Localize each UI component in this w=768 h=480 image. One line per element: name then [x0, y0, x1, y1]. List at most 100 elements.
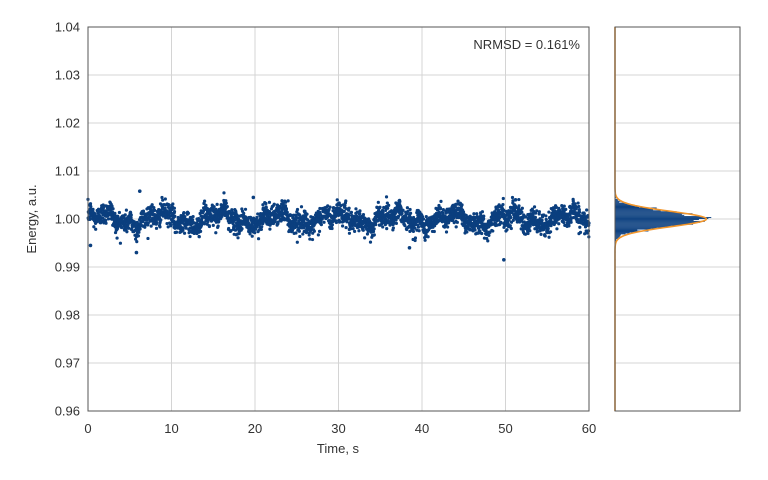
data-point	[354, 207, 358, 211]
data-point	[96, 207, 101, 211]
data-point	[498, 216, 502, 220]
data-point	[564, 207, 568, 211]
data-point	[342, 209, 346, 213]
x-tick-label: 30	[331, 421, 345, 436]
data-point	[127, 226, 131, 230]
x-tick-labels: 0 10 20 30 40 50 60	[84, 421, 596, 436]
data-point	[276, 220, 280, 224]
data-point	[286, 199, 290, 203]
data-point	[138, 227, 142, 231]
data-point	[272, 202, 276, 206]
data-point	[508, 224, 512, 228]
data-point	[482, 236, 487, 240]
data-point	[552, 216, 556, 220]
data-point	[345, 220, 349, 224]
data-point	[480, 210, 485, 214]
data-point	[305, 212, 309, 216]
data-point	[396, 214, 401, 218]
data-point	[455, 202, 459, 206]
data-point	[456, 199, 460, 203]
data-point	[513, 198, 518, 202]
data-point	[460, 203, 464, 207]
data-point	[350, 213, 354, 218]
data-point	[284, 200, 288, 204]
histogram-bar	[615, 218, 709, 219]
x-axis-label: Time, s	[317, 441, 360, 456]
data-point	[141, 209, 146, 213]
data-point	[242, 211, 246, 215]
data-point	[253, 231, 257, 235]
data-point	[540, 218, 544, 222]
data-point	[330, 223, 334, 227]
data-point	[264, 206, 268, 210]
histogram-frame	[614, 26, 741, 412]
data-point	[297, 229, 301, 233]
data-point	[482, 214, 486, 218]
data-point	[235, 214, 240, 218]
data-point	[403, 224, 407, 228]
histogram-bar	[615, 204, 634, 206]
histogram-bar	[615, 233, 626, 235]
data-point	[228, 210, 232, 215]
data-point	[363, 236, 367, 240]
data-point	[468, 228, 472, 232]
data-point	[416, 225, 421, 229]
data-point	[420, 215, 425, 219]
data-point	[113, 214, 117, 218]
data-point	[216, 224, 220, 228]
data-point	[182, 211, 186, 215]
data-point	[533, 215, 537, 219]
data-point	[407, 246, 412, 250]
histogram-bar	[615, 230, 649, 232]
data-point	[129, 216, 133, 220]
histogram-bar	[615, 209, 654, 211]
data-point	[284, 207, 289, 211]
data-point	[422, 217, 426, 221]
data-point	[160, 195, 164, 200]
histogram-bar	[615, 238, 618, 240]
histogram-bar	[615, 217, 712, 219]
data-point	[183, 215, 187, 219]
data-point	[274, 213, 279, 217]
data-point	[530, 207, 534, 211]
data-point	[305, 230, 309, 234]
data-point	[322, 220, 326, 224]
data-point	[578, 230, 583, 235]
data-point	[501, 196, 505, 201]
data-point	[502, 208, 506, 212]
data-point	[343, 203, 347, 208]
histogram-bar	[615, 232, 630, 234]
data-point	[555, 227, 559, 231]
histogram-bar	[615, 206, 640, 208]
data-point	[237, 231, 241, 236]
data-point	[386, 206, 390, 210]
data-point	[159, 218, 163, 222]
data-point	[376, 200, 380, 204]
y-tick-label: 0.98	[55, 308, 80, 323]
data-point	[101, 216, 105, 220]
data-point	[154, 226, 159, 230]
histogram-bar	[615, 229, 638, 231]
data-point	[357, 229, 361, 233]
data-point	[361, 212, 366, 217]
data-point	[520, 206, 524, 210]
histogram-bar	[615, 200, 622, 202]
data-point	[268, 227, 272, 231]
histogram-bar	[615, 231, 636, 233]
data-point	[557, 222, 561, 226]
data-point	[326, 204, 330, 208]
data-point	[229, 229, 233, 233]
x-tick-label: 20	[248, 421, 262, 436]
data-point	[205, 206, 210, 211]
data-point	[547, 235, 551, 239]
data-point	[149, 224, 153, 228]
data-point	[232, 218, 237, 222]
data-point	[316, 233, 320, 237]
data-point	[190, 218, 195, 222]
data-point	[152, 206, 156, 210]
data-point	[202, 222, 207, 226]
y-tick-label: 1.03	[55, 68, 80, 83]
data-point	[562, 220, 566, 225]
data-point	[334, 220, 339, 225]
data-point	[547, 210, 551, 214]
